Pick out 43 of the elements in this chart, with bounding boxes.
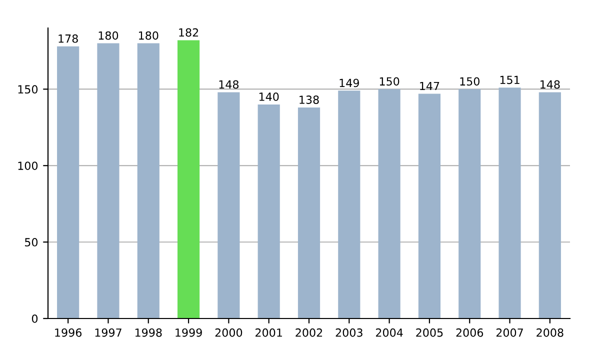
data-label: 150: [380, 77, 400, 86]
bar: [498, 88, 521, 318]
data-label: 182: [179, 28, 198, 37]
bar: [258, 104, 280, 318]
data-label: 138: [300, 96, 319, 104]
data-label: 148: [219, 80, 239, 89]
x-tick-label: 1996: [55, 328, 82, 337]
bar: [137, 43, 160, 318]
x-tick-label: 2008: [536, 328, 564, 337]
x-tick-label: 1999: [176, 328, 202, 337]
x-tick-label: 2001: [256, 328, 282, 337]
x-tick-label: 2003: [336, 328, 362, 337]
bar: [458, 89, 481, 318]
data-label: 151: [500, 76, 520, 84]
x-tick-label: 2007: [496, 328, 523, 337]
data-label: 150: [460, 77, 480, 86]
data-label: 180: [98, 31, 118, 40]
bar: [298, 108, 320, 318]
data-label: 180: [139, 31, 158, 40]
x-tick-label: 2005: [416, 328, 443, 337]
y-tick-label: 150: [18, 85, 38, 94]
y-tick-label: 0: [32, 314, 38, 323]
x-tick-label: 2002: [296, 328, 322, 337]
x-tick-label: 1998: [135, 328, 162, 337]
bar: [338, 90, 360, 318]
bar: [418, 94, 441, 318]
data-label: 148: [540, 80, 560, 89]
x-tick-label: 1997: [95, 328, 122, 337]
bar: [57, 46, 80, 318]
bar: [218, 92, 240, 318]
data-label: 178: [58, 34, 78, 43]
x-tick-label: 2000: [215, 328, 242, 337]
data-label: 149: [340, 78, 359, 88]
bar: [378, 89, 400, 318]
data-label: 147: [420, 82, 440, 90]
y-tick-label: 100: [18, 162, 38, 170]
data-label: 140: [259, 92, 279, 101]
bar: [177, 40, 200, 318]
x-tick-label: 2004: [376, 328, 403, 337]
bar: [538, 92, 561, 318]
bar: [97, 43, 120, 318]
x-tick-label: 2006: [456, 328, 484, 337]
y-tick-label: 50: [24, 238, 38, 246]
